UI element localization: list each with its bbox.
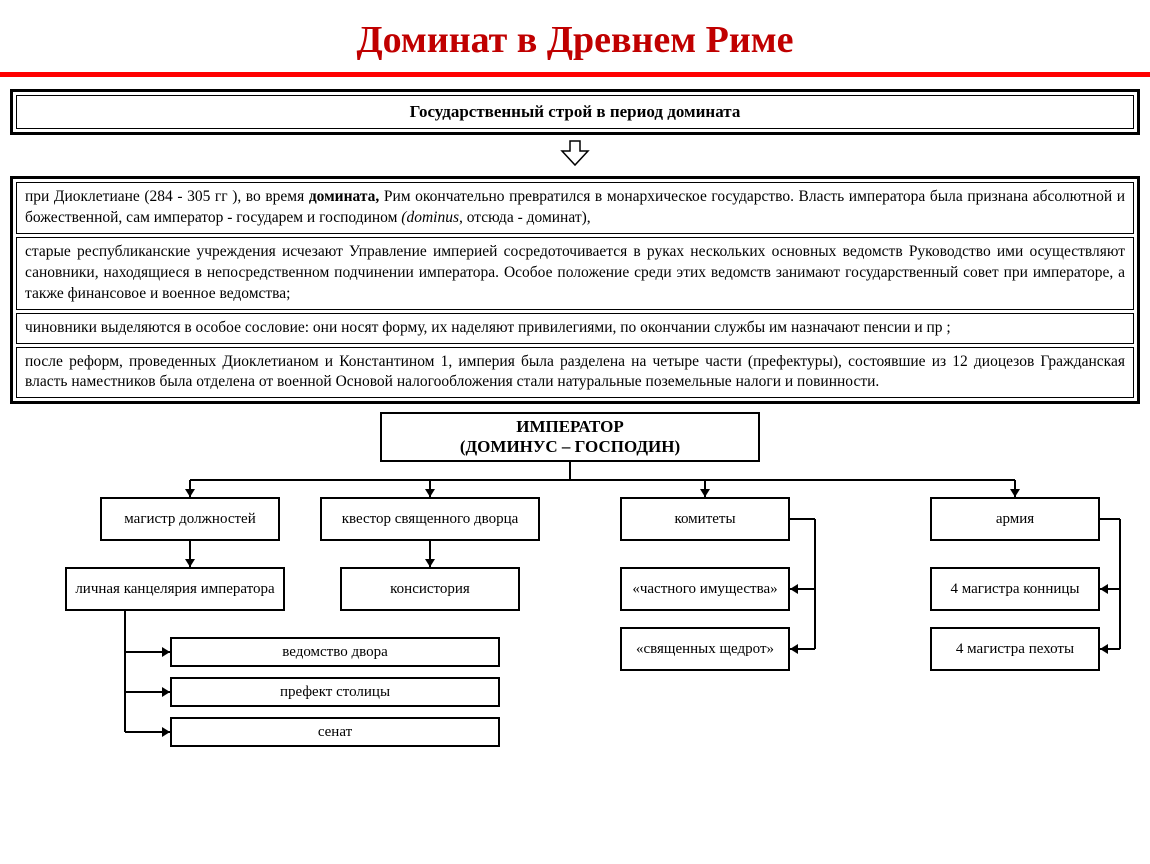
text-span: отсюда - доминат), <box>463 209 591 226</box>
page-title: Доминат в Древнем Риме <box>0 0 1150 72</box>
node-pechoty: 4 магистра пехоты <box>930 627 1100 671</box>
node-chastnogo: «частного имущества» <box>620 567 790 611</box>
org-chart: ИМПЕРАТОР(ДОМИНУС – ГОСПОДИН) магистр дол… <box>0 412 1150 752</box>
subtitle-text: Государственный строй в период домината <box>16 95 1134 129</box>
paragraph-4: после реформ, проведенных Диоклетианом и… <box>16 347 1134 399</box>
node-schedrot: «священных щедрот» <box>620 627 790 671</box>
node-konnicy: 4 магистра конницы <box>930 567 1100 611</box>
text-bold: домината, <box>309 188 380 205</box>
node-chancel: личная канцелярия императора <box>65 567 285 611</box>
node-kvestor: квестор священного дворца <box>320 497 540 541</box>
node-senat: сенат <box>170 717 500 747</box>
text-block: при Диоклетиане (284 - 305 гг ), во врем… <box>10 176 1140 404</box>
paragraph-2: старые республиканские учреждения исчеза… <box>16 237 1134 310</box>
text-span: при Диоклетиане (284 - 305 гг ), во врем… <box>25 188 309 205</box>
text-italic: (dominus, <box>401 209 463 226</box>
node-komitety: комитеты <box>620 497 790 541</box>
title-underline <box>0 72 1150 77</box>
node-konsist: консистория <box>340 567 520 611</box>
paragraph-1: при Диоклетиане (284 - 305 гг ), во врем… <box>16 182 1134 234</box>
node-vedomstvo: ведомство двора <box>170 637 500 667</box>
arrow-down-icon <box>0 139 1150 172</box>
node-prefekt: префект столицы <box>170 677 500 707</box>
node-army: армия <box>930 497 1100 541</box>
subtitle-box: Государственный строй в период домината <box>10 89 1140 135</box>
node-emperor: ИМПЕРАТОР(ДОМИНУС – ГОСПОДИН) <box>380 412 760 462</box>
node-magistr: магистр должностей <box>100 497 280 541</box>
paragraph-3: чиновники выделяются в особое сословие: … <box>16 313 1134 344</box>
